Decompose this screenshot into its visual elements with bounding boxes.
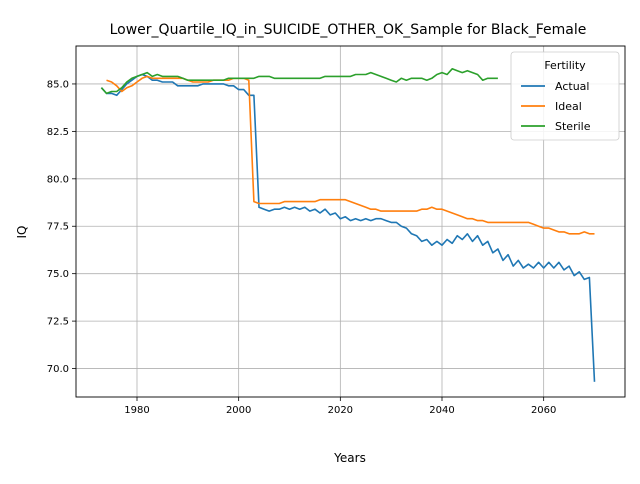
x-tick-label: 2020 — [328, 405, 353, 416]
y-axis-label: IQ — [15, 226, 29, 239]
legend-title: Fertility — [544, 59, 586, 72]
x-tick-label: 1980 — [124, 405, 149, 416]
legend-box — [510, 51, 620, 141]
series-line-sterile — [100, 68, 498, 95]
y-tick-label: 80.0 — [47, 174, 69, 185]
plot-area — [100, 68, 596, 382]
x-axis-label: Years — [333, 451, 366, 465]
series-line-actual — [100, 73, 596, 382]
legend-label-ideal: Ideal — [555, 100, 582, 113]
legend-label-sterile: Sterile — [555, 120, 591, 133]
y-tick-label: 70.0 — [47, 364, 69, 375]
y-tick-label: 75.0 — [47, 269, 69, 280]
y-tick-label: 72.5 — [47, 317, 69, 328]
legend-label-actual: Actual — [555, 80, 589, 93]
legend: Fertility Actual Ideal Sterile — [510, 51, 620, 141]
y-axis-ticks: 70.0 72.5 75.0 77.5 80.0 82.5 85.0 — [47, 79, 76, 375]
x-axis-ticks: 1980 2000 2020 2040 2060 — [124, 397, 556, 416]
x-tick-label: 2060 — [531, 405, 556, 416]
x-tick-label: 2040 — [429, 405, 454, 416]
x-tick-label: 2000 — [226, 405, 251, 416]
y-tick-label: 82.5 — [47, 127, 69, 138]
axes-frame — [75, 45, 626, 398]
y-tick-label: 85.0 — [47, 79, 69, 90]
y-tick-label: 77.5 — [47, 222, 69, 233]
chart-title: Lower_Quartile_IQ_in_SUICIDE_OTHER_OK_Sa… — [110, 22, 587, 38]
